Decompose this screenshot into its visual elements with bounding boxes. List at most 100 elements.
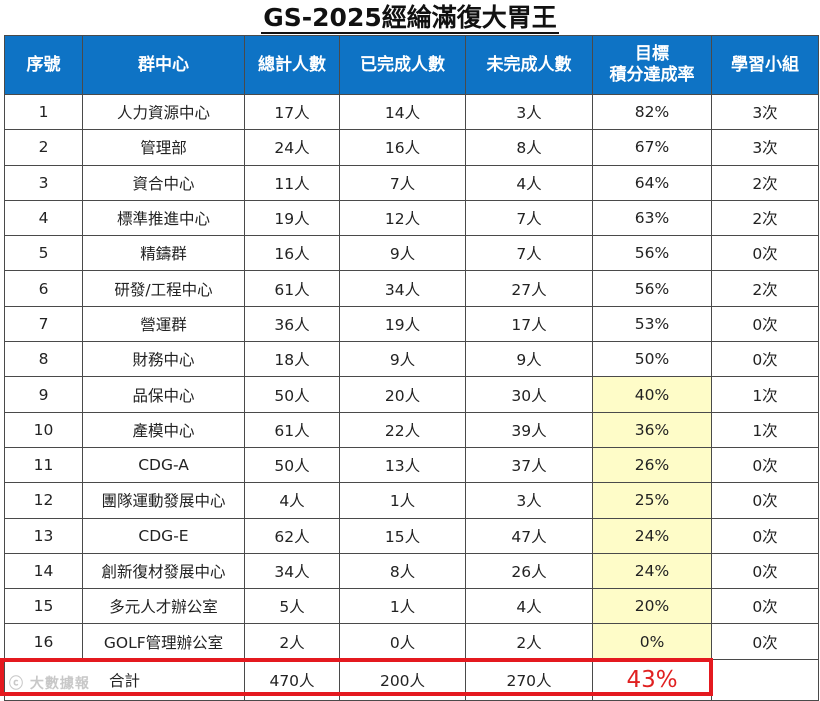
cell-total: 61人	[244, 270, 340, 307]
col-header-undone: 未完成人數	[465, 35, 593, 95]
cell-undone: 4人	[465, 588, 593, 625]
cell-done: 13人	[339, 446, 466, 484]
cell-total: 4人	[244, 482, 340, 519]
table-row: 1 人力資源中心 17人 14人 3人 82% 3次	[4, 93, 819, 131]
cell-rate: 25%	[592, 482, 712, 519]
cell-undone: 9人	[465, 341, 593, 378]
cell-index: 4	[4, 199, 83, 237]
cell-rate: 67%	[592, 129, 712, 166]
table-row: 4 標準推進中心 19人 12人 7人 63% 2次	[4, 199, 819, 237]
table-row: 8 財務中心 18人 9人 9人 50% 0次	[4, 341, 819, 378]
cell-index: 8	[4, 341, 83, 378]
cell-index: 5	[4, 235, 83, 272]
cell-group: 人力資源中心	[82, 93, 245, 131]
cell-done: 19人	[339, 305, 466, 343]
table-row: 6 研發/工程中心 61人 34人 27人 56% 2次	[4, 270, 819, 307]
col-header-index: 序號	[4, 35, 83, 95]
cell-undone: 26人	[465, 552, 593, 590]
cell-done: 14人	[339, 93, 466, 131]
total-study	[711, 658, 819, 701]
table-row: 16 GOLF管理辦公室 2人 0人 2人 0% 0次	[4, 623, 819, 660]
cell-rate: 63%	[592, 199, 712, 237]
cell-done: 1人	[339, 482, 466, 519]
cell-rate: 0%	[592, 623, 712, 660]
cell-index: 6	[4, 270, 83, 307]
cell-undone: 17人	[465, 305, 593, 343]
cell-group: CDG-E	[82, 517, 245, 554]
cell-group: 研發/工程中心	[82, 270, 245, 307]
cell-study: 0次	[711, 482, 819, 519]
cell-study: 1次	[711, 411, 819, 448]
cell-total: 61人	[244, 411, 340, 448]
cell-rate: 24%	[592, 552, 712, 590]
cell-rate: 56%	[592, 235, 712, 272]
cell-undone: 3人	[465, 482, 593, 519]
cell-done: 1人	[339, 588, 466, 625]
cell-undone: 7人	[465, 199, 593, 237]
total-done: 200人	[339, 658, 466, 701]
cell-index: 9	[4, 376, 83, 413]
cell-undone: 8人	[465, 129, 593, 166]
cell-study: 0次	[711, 517, 819, 554]
cell-undone: 3人	[465, 93, 593, 131]
table-row: 14 創新復材發展中心 34人 8人 26人 24% 0次	[4, 552, 819, 590]
cell-group: GOLF管理辦公室	[82, 623, 245, 660]
cell-study: 0次	[711, 446, 819, 484]
cell-index: 1	[4, 93, 83, 131]
cell-total: 17人	[244, 93, 340, 131]
col-header-group: 群中心	[82, 35, 245, 95]
cell-total: 16人	[244, 235, 340, 272]
cell-undone: 37人	[465, 446, 593, 484]
cell-done: 15人	[339, 517, 466, 554]
cell-total: 50人	[244, 376, 340, 413]
cell-group: 管理部	[82, 129, 245, 166]
cell-done: 7人	[339, 164, 466, 201]
cell-undone: 27人	[465, 270, 593, 307]
cell-rate: 82%	[592, 93, 712, 131]
cell-undone: 4人	[465, 164, 593, 201]
total-rate: 43%	[592, 658, 712, 701]
cell-undone: 30人	[465, 376, 593, 413]
cell-group: 精鑄群	[82, 235, 245, 272]
cell-rate: 24%	[592, 517, 712, 554]
cell-group: 資合中心	[82, 164, 245, 201]
cell-total: 11人	[244, 164, 340, 201]
cell-study: 0次	[711, 305, 819, 343]
cell-done: 9人	[339, 341, 466, 378]
cell-done: 9人	[339, 235, 466, 272]
cell-group: CDG-A	[82, 446, 245, 484]
cell-study: 2次	[711, 270, 819, 307]
cell-undone: 7人	[465, 235, 593, 272]
cell-study: 1次	[711, 376, 819, 413]
cell-rate: 53%	[592, 305, 712, 343]
cell-total: 34人	[244, 552, 340, 590]
table-row: 2 管理部 24人 16人 8人 67% 3次	[4, 129, 819, 166]
cell-rate: 56%	[592, 270, 712, 307]
table-row: 10 產模中心 61人 22人 39人 36% 1次	[4, 411, 819, 448]
page-title: GS-2025經綸滿復大胃王	[261, 3, 559, 34]
cell-study: 2次	[711, 199, 819, 237]
cell-index: 3	[4, 164, 83, 201]
cell-group: 標準推進中心	[82, 199, 245, 237]
header-row: 序號 群中心 總計人數 已完成人數 未完成人數 目標 積分達成率 學習小組	[4, 35, 819, 95]
cell-total: 62人	[244, 517, 340, 554]
table-row: 5 精鑄群 16人 9人 7人 56% 0次	[4, 235, 819, 272]
table-row: 12 團隊運動發展中心 4人 1人 3人 25% 0次	[4, 482, 819, 519]
cell-done: 16人	[339, 129, 466, 166]
cell-rate: 36%	[592, 411, 712, 448]
total-count: 470人	[244, 658, 340, 701]
cell-done: 12人	[339, 199, 466, 237]
cell-rate: 20%	[592, 588, 712, 625]
cell-index: 7	[4, 305, 83, 343]
cell-group: 創新復材發展中心	[82, 552, 245, 590]
cell-index: 15	[4, 588, 83, 625]
cell-rate: 40%	[592, 376, 712, 413]
cell-group: 財務中心	[82, 341, 245, 378]
cell-study: 0次	[711, 623, 819, 660]
cell-group: 品保中心	[82, 376, 245, 413]
cell-study: 0次	[711, 552, 819, 590]
cell-index: 11	[4, 446, 83, 484]
table-row: 7 營運群 36人 19人 17人 53% 0次	[4, 305, 819, 343]
col-header-done: 已完成人數	[339, 35, 466, 95]
table-row: 9 品保中心 50人 20人 30人 40% 1次	[4, 376, 819, 413]
